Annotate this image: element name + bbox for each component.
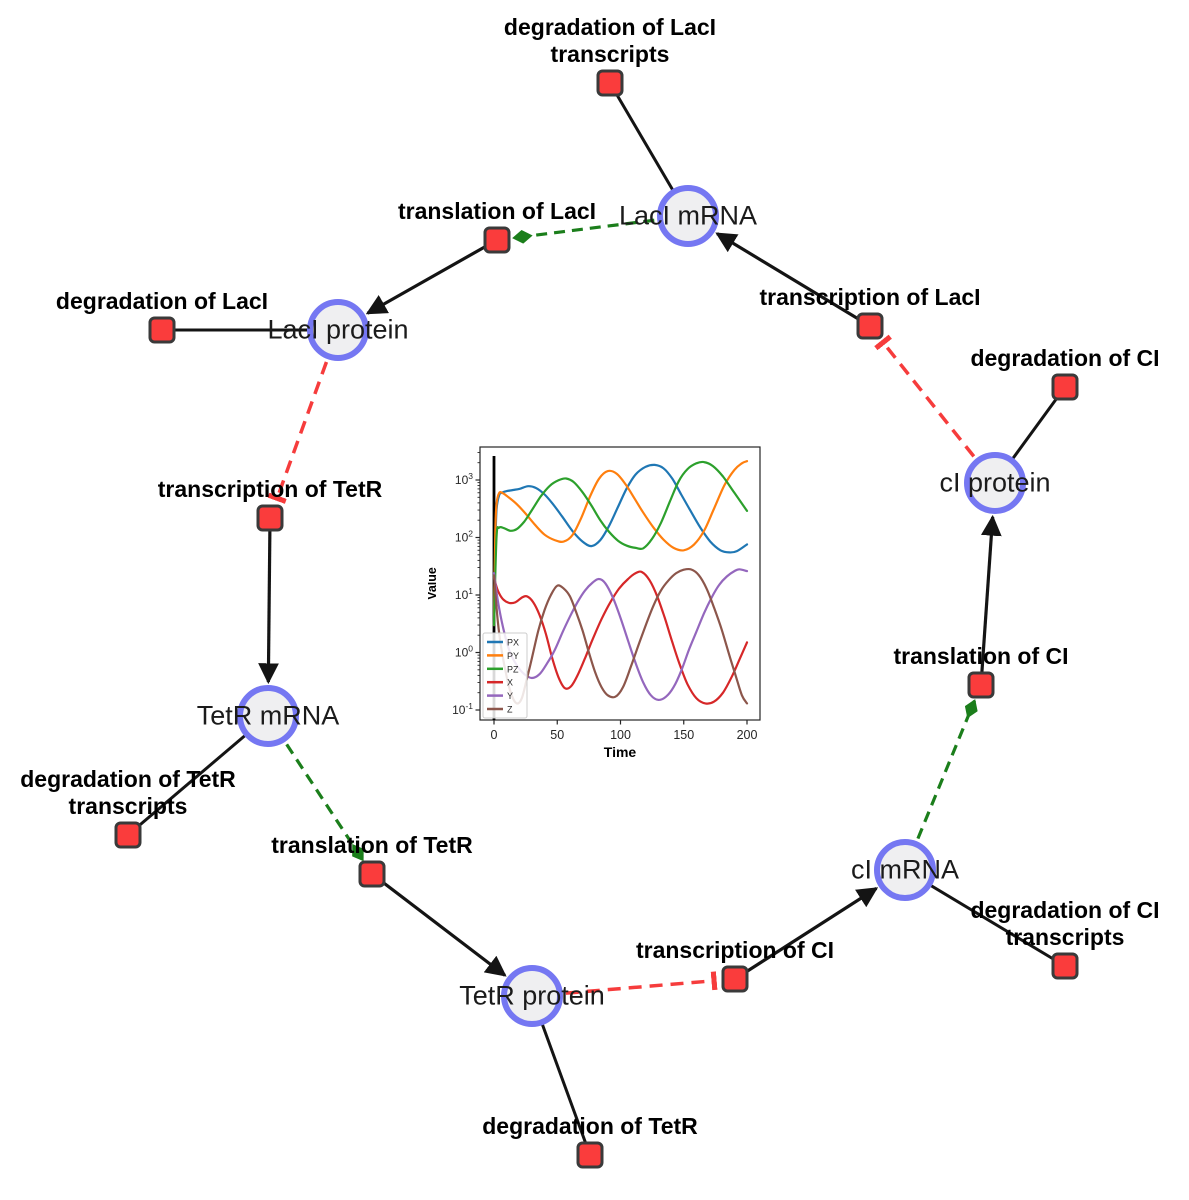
series-line-px bbox=[492, 463, 749, 627]
edge-laci-mrna-to-trl-laci bbox=[512, 218, 655, 244]
x-axis-label: Time bbox=[604, 744, 637, 760]
reaction-node-deg-laci[interactable] bbox=[148, 316, 176, 344]
x-tick-label: 200 bbox=[737, 728, 758, 742]
x-tick-label: 100 bbox=[610, 728, 631, 742]
series-line-py bbox=[492, 460, 749, 627]
legend-label-z: Z bbox=[507, 705, 513, 715]
legend-label-px: PX bbox=[507, 638, 519, 648]
edge-trl-laci-to-laci-protein bbox=[365, 238, 498, 315]
series-line-y bbox=[492, 568, 749, 702]
legend-label-x: X bbox=[507, 678, 513, 688]
series-line-pz bbox=[492, 460, 749, 627]
species-node-tetr-protein[interactable] bbox=[501, 965, 563, 1027]
legend-label-y: Y bbox=[507, 691, 513, 701]
species-node-laci-protein[interactable] bbox=[307, 299, 369, 361]
edge-ci-mrna-to-trl-ci bbox=[916, 699, 978, 840]
species-node-laci-mrna[interactable] bbox=[657, 185, 719, 247]
y-tick-label: 101 bbox=[455, 586, 473, 602]
x-tick-label: 150 bbox=[673, 728, 694, 742]
species-node-ci-protein[interactable] bbox=[964, 452, 1026, 514]
reaction-node-deg-tetr[interactable] bbox=[576, 1141, 604, 1169]
reaction-node-deg-laci-transcripts[interactable] bbox=[596, 69, 624, 97]
edge-txn-tetr-to-tetr-mrna bbox=[258, 517, 279, 685]
edge-ci-mrna-to-deg-ci-transcripts bbox=[904, 868, 1066, 968]
legend-label-py: PY bbox=[507, 651, 519, 661]
series-line-x bbox=[492, 570, 749, 705]
edge-txn-ci-to-ci-mrna bbox=[734, 887, 879, 981]
reaction-node-txn-laci[interactable] bbox=[856, 312, 884, 340]
y-tick-label: 103 bbox=[455, 471, 473, 487]
legend-box bbox=[482, 632, 528, 719]
edge-laci-protein-to-txn-tetr bbox=[267, 361, 329, 504]
reaction-node-trl-laci[interactable] bbox=[483, 226, 511, 254]
y-axis-label: Value bbox=[428, 567, 439, 600]
reaction-node-deg-ci[interactable] bbox=[1051, 373, 1079, 401]
edge-trl-ci-to-ci-protein bbox=[979, 514, 1002, 686]
y-tick-label: 102 bbox=[455, 529, 473, 545]
reaction-node-txn-tetr[interactable] bbox=[256, 504, 284, 532]
y-tick-label: 10-1 bbox=[452, 701, 473, 717]
species-node-ci-mrna[interactable] bbox=[874, 839, 936, 901]
reaction-node-txn-ci[interactable] bbox=[721, 965, 749, 993]
edge-ci-protein-to-txn-laci bbox=[874, 334, 976, 458]
legend-label-pz: PZ bbox=[507, 664, 519, 674]
x-tick-label: 0 bbox=[491, 728, 498, 742]
reaction-node-trl-ci[interactable] bbox=[967, 671, 995, 699]
x-tick-label: 50 bbox=[550, 728, 564, 742]
edge-txn-laci-to-laci-mrna bbox=[715, 232, 871, 328]
y-tick-label: 100 bbox=[455, 644, 473, 660]
reaction-node-deg-tetr-transcripts[interactable] bbox=[114, 821, 142, 849]
timeseries-inset-chart: 103 102 101 100 10-1 0 50 100 150 200 Time Value PX P… bbox=[425, 430, 780, 776]
edge-trl-tetr-to-tetr-protein bbox=[371, 872, 507, 977]
reaction-node-trl-tetr[interactable] bbox=[358, 860, 386, 888]
edge-tetr-mrna-to-trl-tetr bbox=[285, 743, 364, 862]
reaction-node-deg-ci-transcripts[interactable] bbox=[1051, 952, 1079, 980]
species-node-tetr-mrna[interactable] bbox=[237, 685, 299, 747]
edge-tetr-protein-to-txn-ci bbox=[565, 971, 718, 995]
